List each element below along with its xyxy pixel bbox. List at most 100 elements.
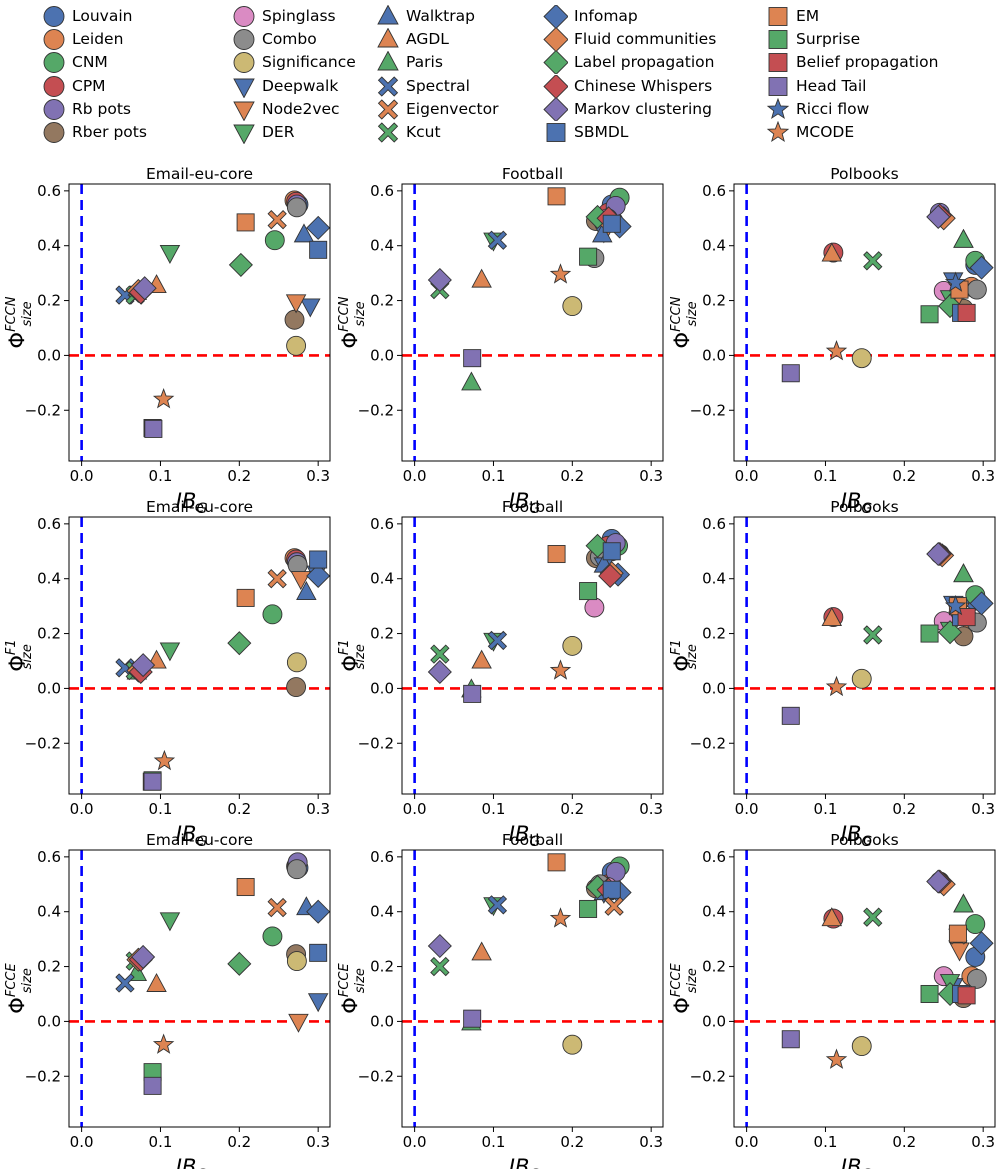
point-paris (953, 563, 974, 583)
legend-marker-cnm (43, 52, 65, 74)
x-tick-label: 0.3 (306, 1133, 330, 1151)
point-paris (461, 371, 482, 391)
point-agdl (471, 268, 492, 288)
legend-label: Label propagation (574, 53, 715, 72)
point-em (236, 213, 255, 232)
legend-label: CPM (72, 76, 106, 95)
point-deepwalk (307, 993, 329, 1013)
legend-marker-walktrap (377, 5, 399, 25)
panel-title: Football (502, 831, 563, 849)
point-significance (851, 348, 872, 369)
x-axis-label: IBG (841, 1155, 873, 1169)
y-tick-label: 0.2 (37, 625, 61, 643)
y-tick-label: 0.0 (37, 346, 61, 364)
y-tick-label: −0.2 (25, 734, 61, 752)
point-kcut (863, 251, 883, 271)
axes-frame (401, 516, 664, 795)
y-tick-label: 0.0 (370, 1012, 394, 1030)
point-surprise (920, 984, 939, 1003)
point-paris (953, 893, 974, 913)
point-sbmdl (309, 943, 328, 962)
legend-marker-em (768, 7, 788, 26)
panel-9: 0.0 0.1 0.2 0.3 −0.2 0.0 0.2 0.4 0.6 Polbooks IBG Φ… (669, 831, 996, 1169)
x-axis-label: IBG (509, 1155, 541, 1169)
y-tick-label: −0.2 (690, 734, 726, 752)
legend-marker-mcode (766, 121, 790, 143)
point-cnm (965, 914, 986, 934)
point-deepwalk (300, 298, 321, 318)
axes-frame (68, 849, 331, 1128)
point-markov-clustering (926, 541, 951, 567)
point-infomap (306, 563, 331, 589)
legend-label: Walktrap (406, 7, 475, 25)
x-tick-label: 0.2 (892, 1133, 916, 1151)
y-tick-label: −0.2 (690, 401, 726, 419)
legend-marker-markov-clustering (543, 97, 568, 121)
legend-label: DER (262, 123, 295, 141)
y-axis-label: ΦFCCNsize (337, 296, 368, 348)
legend-marker-chinese-whispers (543, 74, 568, 98)
legend-marker-fluid-communities (543, 28, 568, 52)
x-axis-label: IBG (509, 822, 541, 850)
x-tick-label: 0.0 (70, 800, 94, 818)
x-tick-label: 0.0 (70, 1133, 94, 1151)
point-cnm (264, 230, 285, 251)
x-tick-label: 0.3 (971, 800, 995, 818)
point-der (159, 912, 181, 932)
y-axis-label: ΦFCCNsize (4, 296, 35, 348)
point-node2vec (288, 1013, 309, 1033)
x-tick-label: 0.2 (892, 800, 916, 818)
x-tick-label: 0.2 (560, 467, 584, 485)
y-axis-label: ΦF1size (4, 639, 35, 671)
legend-label: Node2vec (262, 99, 340, 118)
point-kcut (430, 644, 450, 664)
axes-frame (401, 849, 664, 1128)
legend-label: Infomap (574, 7, 638, 25)
point-markov-clustering (926, 869, 951, 894)
legend-marker-belief-propagation (768, 53, 788, 73)
y-tick-label: 0.0 (37, 679, 61, 697)
panel-7: 0.0 0.1 0.2 0.3 −0.2 0.0 0.2 0.4 0.6 Email-eu-cor… (4, 831, 331, 1169)
point-label-propagation (938, 620, 963, 645)
legend-marker-sbmdl (546, 123, 566, 142)
x-tick-label: 0.0 (735, 1133, 759, 1151)
x-tick-label: 0.0 (735, 467, 759, 485)
point-combo (966, 968, 987, 989)
point-significance (851, 1036, 872, 1057)
point-head-tail (143, 1076, 162, 1095)
legend-marker-louvain (43, 6, 65, 27)
legend-label: Spectral (406, 76, 470, 95)
point-label-propagation (228, 252, 253, 277)
point-significance (286, 335, 307, 356)
legend-marker-node2vec (233, 101, 255, 121)
point-markov-clustering (131, 944, 156, 969)
point-em (547, 545, 566, 564)
x-axis-label: IBG (176, 822, 208, 850)
legend-label: Chinese Whispers (574, 76, 713, 95)
point-spinglass (584, 597, 605, 618)
point-mcode (153, 749, 176, 771)
legend-marker-surprise (768, 30, 788, 50)
point-agdl (146, 972, 167, 992)
y-tick-label: −0.2 (25, 1067, 61, 1085)
point-spectral (487, 630, 508, 651)
y-tick-label: 0.0 (702, 346, 726, 364)
point-spectral (487, 895, 508, 915)
point-surprise (920, 624, 939, 643)
x-axis-label: IBG (176, 489, 208, 517)
legend-label: Significance (262, 53, 356, 72)
point-head-tail (781, 1030, 800, 1049)
panel-title: Email-eu-core (146, 165, 253, 183)
y-axis-label: ΦFCCEsize (4, 963, 35, 1014)
x-tick-label: 0.2 (227, 1133, 251, 1151)
legend-label: Belief propagation (796, 53, 939, 72)
point-chinese-whispers (598, 563, 623, 589)
y-axis-label: ΦF1size (669, 639, 700, 671)
legend-marker-combo (233, 29, 255, 51)
legend-label: SBMDL (574, 123, 629, 141)
panel-title: Email-eu-core (146, 831, 253, 849)
legend-marker-significance (233, 52, 255, 74)
point-spectral (115, 973, 135, 993)
point-belief-propagation (957, 608, 976, 627)
point-infomap (969, 931, 994, 956)
